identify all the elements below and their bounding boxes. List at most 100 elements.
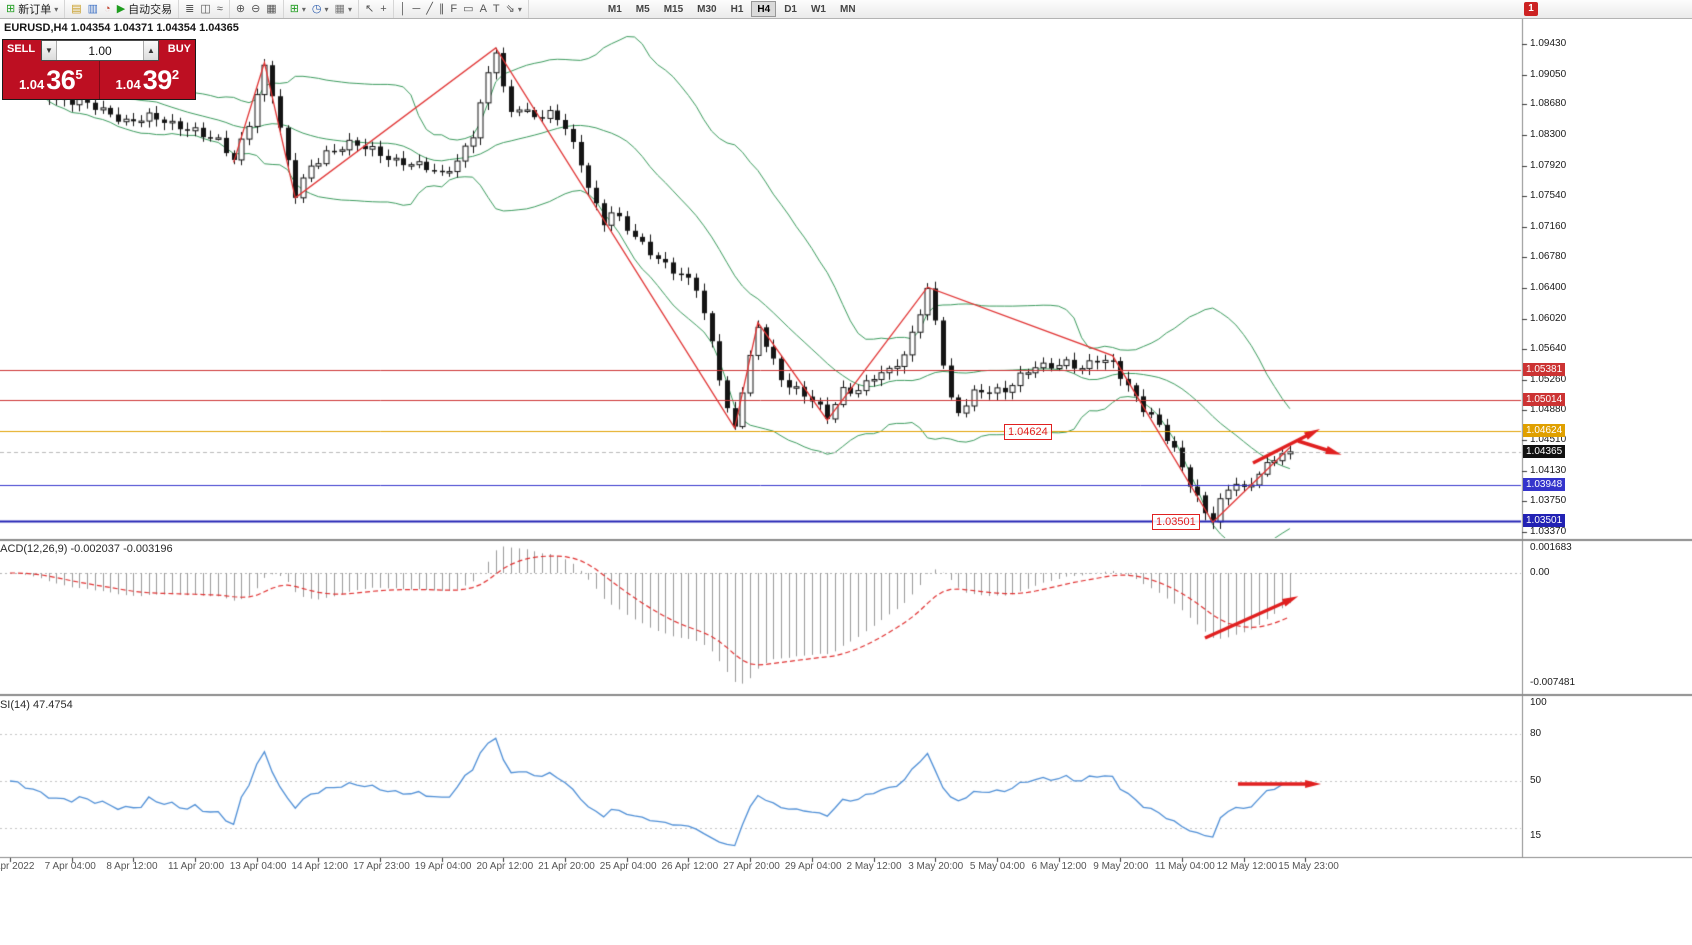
lot-decrease-button[interactable]: ▼ xyxy=(42,41,57,60)
time-axis-label: 25 Apr 04:00 xyxy=(599,861,657,872)
refresh-button[interactable]: ◔ xyxy=(101,1,114,17)
shapes-button[interactable]: ▭ xyxy=(460,1,476,17)
tile-windows-icon: ▦ xyxy=(266,3,277,15)
lot-increase-button[interactable]: ▲ xyxy=(143,41,158,60)
horizontal-line-button[interactable]: ─ xyxy=(410,1,424,17)
period-icon: ◷ xyxy=(311,3,322,15)
timeframe-m1-button[interactable]: M1 xyxy=(607,4,622,15)
timeframe-d1-button[interactable]: D1 xyxy=(784,4,797,15)
macd-axis-label: 0.00 xyxy=(1530,567,1550,578)
draw-group: │ ─ ╱ ∥ F ▭ A T ⇘ ▾ xyxy=(394,0,529,18)
zoom-in-button[interactable]: ⊕ xyxy=(233,1,248,17)
label-button[interactable]: T xyxy=(490,1,503,17)
text-icon: A xyxy=(479,3,487,15)
one-click-trading-panel: SELL 1.04365 BUY 1.04392 ▼ ▲ xyxy=(2,39,196,100)
arrows-button[interactable]: ⇘ ▾ xyxy=(503,1,525,17)
timeframe-mn-button[interactable]: MN xyxy=(839,4,856,15)
vertical-line-button[interactable]: │ xyxy=(397,1,410,17)
template-button[interactable]: ▦ ▾ xyxy=(332,1,355,17)
zoom-in-icon: ⊕ xyxy=(235,3,246,15)
time-axis-label: 7 Apr 2022 xyxy=(0,861,35,872)
rsi-axis-label: 50 xyxy=(1530,775,1542,786)
refresh-icon: ◔ xyxy=(104,3,111,15)
timeframe-w1-button[interactable]: W1 xyxy=(810,4,826,15)
time-axis-label: 20 Apr 12:00 xyxy=(476,861,534,872)
charts-button[interactable]: ▤ xyxy=(68,1,84,17)
rsi-axis-label: 15 xyxy=(1530,829,1542,841)
time-axis-label: 27 Apr 20:00 xyxy=(723,861,780,872)
price-tag: 1.05014 xyxy=(1523,392,1566,406)
cursor-button[interactable]: ↖ xyxy=(362,1,377,17)
macd-axis-label: 0.001683 xyxy=(1530,542,1572,554)
time-axis-label: 13 Apr 04:00 xyxy=(229,861,287,872)
vertical-line-icon: │ xyxy=(399,3,407,15)
time-axis-label: 11 Apr 20:00 xyxy=(168,861,225,872)
time-axis-label: 7 Apr 04:00 xyxy=(44,861,96,872)
price-axis-label: 1.07920 xyxy=(1530,159,1567,171)
rsi-axis-label: 80 xyxy=(1530,728,1542,740)
bar-chart-button[interactable]: ≣ xyxy=(182,1,197,17)
timeframe-m15-button[interactable]: M15 xyxy=(663,4,684,15)
buy-button[interactable]: BUY 1.04392 xyxy=(98,40,196,99)
autotrading-button[interactable]: ▶ 自动交易 xyxy=(114,1,175,17)
time-axis-label: 11 May 04:00 xyxy=(1154,861,1215,872)
tile-windows-button[interactable]: ▦ xyxy=(263,1,279,17)
arrows-icon: ⇘ xyxy=(505,3,515,15)
timeframe-m30-button[interactable]: M30 xyxy=(697,4,717,15)
time-axis-label: 12 May 12:00 xyxy=(1216,861,1278,872)
price-annotation[interactable]: 1.03501 xyxy=(1152,514,1200,530)
new-order-button-label: 新订单 xyxy=(18,4,52,16)
buy-price-pipette: 2 xyxy=(171,67,180,82)
price-axis-label: 1.04880 xyxy=(1530,404,1567,416)
fibonacci-button[interactable]: F xyxy=(447,1,460,17)
channel-button[interactable]: ∥ xyxy=(436,1,448,17)
new-chart-button[interactable]: ⊞ ▾ xyxy=(287,1,309,17)
timeframe-h4-button[interactable]: H4 xyxy=(751,1,777,17)
trade-group: ⊞ 新订单 ▾ xyxy=(0,0,66,18)
autotrading-button-label: 自动交易 xyxy=(128,4,173,16)
text-button[interactable]: A xyxy=(477,1,490,17)
new-order-icon: ⊞ xyxy=(6,3,16,15)
crosshair-button[interactable]: + xyxy=(377,1,389,17)
zoom-out-button[interactable]: ⊖ xyxy=(248,1,263,17)
line-chart-icon: ≈ xyxy=(216,3,223,15)
time-axis-label: 21 Apr 20:00 xyxy=(538,861,595,872)
profiles-button[interactable]: ▥ xyxy=(85,1,101,17)
buy-label: BUY xyxy=(167,43,191,55)
time-axis-label: 2 May 12:00 xyxy=(846,861,902,872)
price-axis-label: 1.06020 xyxy=(1530,312,1567,324)
macd-axis-label: -0.007481 xyxy=(1530,676,1576,688)
timeframe-h1-button[interactable]: H1 xyxy=(730,4,744,15)
candlestick-chart-button[interactable]: ◫ xyxy=(197,1,213,17)
price-axis-label: 1.03750 xyxy=(1530,495,1567,507)
new-order-button[interactable]: ⊞ 新订单 ▾ xyxy=(3,1,61,17)
label-icon: T xyxy=(492,3,500,15)
horizontal-line-icon: ─ xyxy=(412,3,421,15)
line-chart-button[interactable]: ≈ xyxy=(214,1,226,17)
toolbar-button-groups: ⊞ 新订单 ▾ ▤ ▥ ◔ ▶ 自动交易 ≣ ◫ ≈ ⊕ ⊖ ▦ ⊞ ▾ ◷ ▾ ▦ ▾ ↖ + │ ─ ╱ ∥ F ▭ A T ⇘ ▾ xyxy=(0,0,529,18)
channel-icon: ∥ xyxy=(438,3,445,15)
sell-price-big: 36 xyxy=(46,65,76,95)
price-axis-label: 1.03370 xyxy=(1530,525,1567,537)
notification-badge[interactable]: 1 xyxy=(1524,2,1538,16)
time-axis-label: 19 Apr 04:00 xyxy=(414,861,472,872)
dropdown-caret-icon: ▾ xyxy=(54,4,59,14)
sell-price-prefix: 1.04 xyxy=(18,77,45,92)
bar-chart-icon: ≣ xyxy=(185,3,195,15)
lot-size-input[interactable] xyxy=(57,41,143,60)
trendline-button[interactable]: ╱ xyxy=(423,1,436,17)
price-tag: 1.03948 xyxy=(1523,478,1566,492)
dropdown-caret-icon: ▾ xyxy=(301,4,306,14)
time-axis-label: 14 Apr 12:00 xyxy=(291,861,349,872)
buy-price: 1.04392 xyxy=(100,65,196,96)
autotrading-icon: ▶ xyxy=(116,3,126,15)
sell-button[interactable]: SELL 1.04365 xyxy=(3,40,99,99)
price-axis-label: 1.09430 xyxy=(1530,38,1567,49)
time-axis-label: 29 Apr 04:00 xyxy=(784,861,842,872)
period-button[interactable]: ◷ ▾ xyxy=(309,1,332,17)
timeframe-m5-button[interactable]: M5 xyxy=(635,4,650,15)
time-axis-label: 17 Apr 23:00 xyxy=(353,861,410,872)
zoom-out-icon: ⊖ xyxy=(251,3,261,15)
price-annotation[interactable]: 1.04624 xyxy=(1004,424,1052,440)
